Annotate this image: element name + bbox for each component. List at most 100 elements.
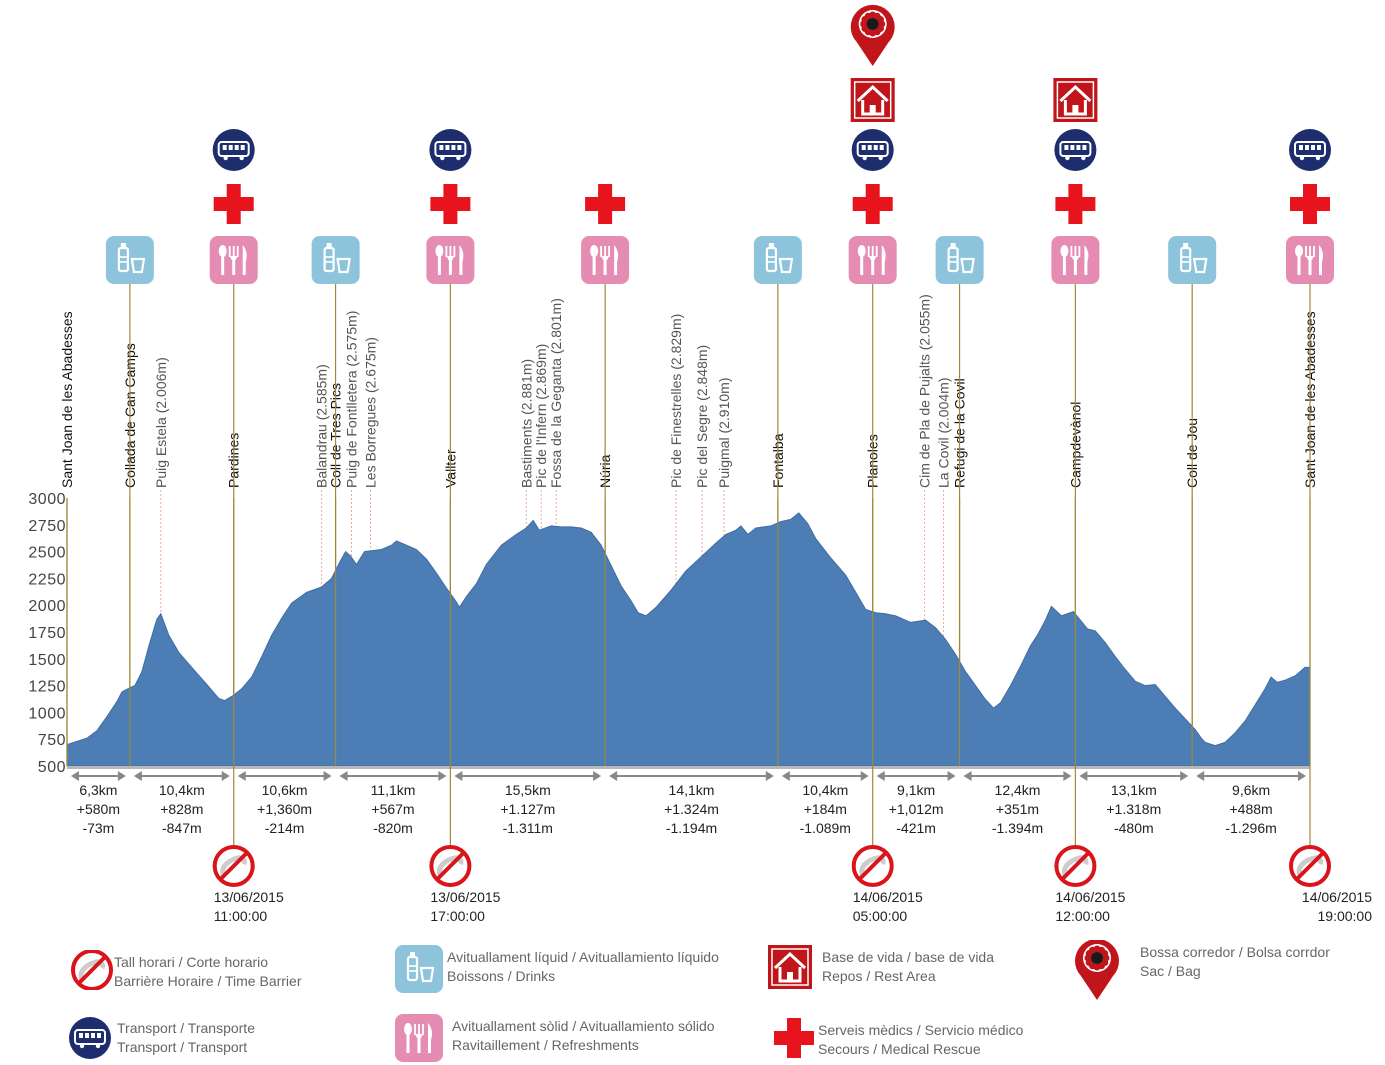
knife-shape <box>614 245 619 275</box>
legend-icon-group <box>395 945 443 993</box>
segment-descent: -1.089m <box>800 820 851 836</box>
water-icon-bg <box>395 945 443 993</box>
segment-descent: -421m <box>896 820 936 836</box>
fork-base <box>446 256 455 260</box>
medical-icon <box>774 1018 814 1058</box>
knife-shape <box>1084 245 1089 275</box>
barrier-date: 14/06/2015 <box>1302 889 1372 905</box>
barrier-time: 05:00:00 <box>853 908 908 924</box>
bus-window <box>91 1033 95 1038</box>
house-roof <box>773 951 807 970</box>
legend-icon-group <box>71 950 113 990</box>
barrier-slash <box>1060 851 1090 881</box>
bus-wheel <box>239 155 244 161</box>
bus-window <box>861 145 866 150</box>
segment-arrow-head <box>609 771 618 781</box>
flower-petal <box>877 16 884 23</box>
waypoint-label: La Covil (2.004m) <box>936 378 952 489</box>
waypoint-label: Bastiments (2.881m) <box>518 359 534 488</box>
bus-body <box>74 1029 106 1045</box>
service-icons <box>105 4 1334 284</box>
water-icon <box>935 236 984 284</box>
segment-distance: 15,5km <box>505 782 551 798</box>
bus-window <box>1299 145 1303 150</box>
legend-icon-group <box>395 1014 443 1062</box>
bus-window <box>240 145 245 150</box>
segment-arrow-head <box>963 771 972 781</box>
barrier-time: 11:00:00 <box>214 908 268 924</box>
segment-ascent: +1.324m <box>664 801 719 817</box>
segment-ascent: +488m <box>1229 801 1272 817</box>
transport-icon-bg <box>1054 129 1097 171</box>
bus-body <box>856 141 889 157</box>
bus-window <box>228 145 233 150</box>
fork-base <box>229 256 238 260</box>
spoon-head <box>857 245 866 257</box>
bottle-cap <box>950 243 956 248</box>
barrier-slash <box>858 851 888 881</box>
segment-ascent: +828m <box>160 801 203 817</box>
segment-distance: 10,6km <box>262 782 308 798</box>
legend-icon-group <box>774 1018 814 1058</box>
segment-arrow-head <box>454 771 463 781</box>
medical-icon <box>852 184 893 224</box>
segment-distance: 9,1km <box>897 782 935 798</box>
cross-shape <box>774 1018 814 1058</box>
glass-shape <box>130 257 146 274</box>
fork-base <box>1306 256 1314 260</box>
segment-arrow-head <box>781 771 790 781</box>
segment-descent: -820m <box>373 820 413 836</box>
segment-arrow-head <box>339 771 348 781</box>
waypoint-label: Pic de Finestrelles (2.829m) <box>668 314 684 488</box>
barrier-date: 13/06/2015 <box>430 889 500 905</box>
bottle-cap <box>410 952 415 957</box>
barrier-icon <box>212 845 255 887</box>
bag-icon <box>1075 940 1119 1000</box>
barrier-time: 17:00:00 <box>430 908 485 924</box>
house-icon <box>1053 78 1098 122</box>
barrier-date: 13/06/2015 <box>214 889 284 905</box>
segment-descent: -1.311m <box>503 820 553 836</box>
glass-shape <box>419 966 435 983</box>
segment-distance: 11,1km <box>371 782 416 798</box>
transport-icon <box>1289 129 1331 171</box>
transport-icon-bg <box>1289 129 1331 171</box>
y-tick-label: 1250 <box>28 679 66 696</box>
segment-arrow-head <box>1063 771 1072 781</box>
waypoint-label: Pic de l'Infern (2.869m) <box>533 344 549 488</box>
segment-arrow-head <box>593 771 602 781</box>
waypoint-label: Puig Estela (2.006m) <box>153 357 169 488</box>
segment-ascent: +580m <box>77 801 120 817</box>
segment-descent: -847m <box>162 820 202 836</box>
house-frame <box>771 948 809 986</box>
bus-window <box>79 1033 83 1038</box>
legend-label: Bossa corredor / Bolsa corrdor <box>1140 944 1330 960</box>
segment-descent: -1.296m <box>1225 820 1276 836</box>
cross-shape <box>1290 184 1330 224</box>
segment-arrow-head <box>1079 771 1088 781</box>
y-axis: 500 750 1000 1250 1500 1750 2000 2250 2500 2750 30… <box>28 491 66 776</box>
bus-wheel <box>1315 155 1321 161</box>
food-icon <box>1051 236 1100 284</box>
bus-window <box>234 145 239 150</box>
waypoint-label: Fossa de la Geganta (2.801m) <box>548 298 564 488</box>
bottle-cap <box>1183 243 1189 248</box>
spoon-head <box>218 245 227 257</box>
bus-window <box>445 145 450 150</box>
water-icon <box>311 236 360 284</box>
segment-arrow-head <box>947 771 956 781</box>
knife-shape <box>1319 245 1323 275</box>
bottle-cap <box>768 243 774 248</box>
legend-label: Boissons / Drinks <box>447 968 556 984</box>
barrier-icon <box>851 845 894 887</box>
barrier-date: 14/06/2015 <box>853 889 923 905</box>
water-icon-bg <box>105 236 154 284</box>
waypoint-label: Cim de Pla de Pujalts (2.055m) <box>917 294 933 488</box>
segment-ascent: +1.318m <box>1106 801 1161 817</box>
waypoint-label: Balandrau (2.585m) <box>314 364 330 488</box>
food-icon <box>209 236 258 284</box>
x-baseline <box>67 766 1310 769</box>
transport-icon <box>212 129 255 171</box>
bus-window <box>879 145 884 150</box>
segment-ascent: +351m <box>996 801 1039 817</box>
